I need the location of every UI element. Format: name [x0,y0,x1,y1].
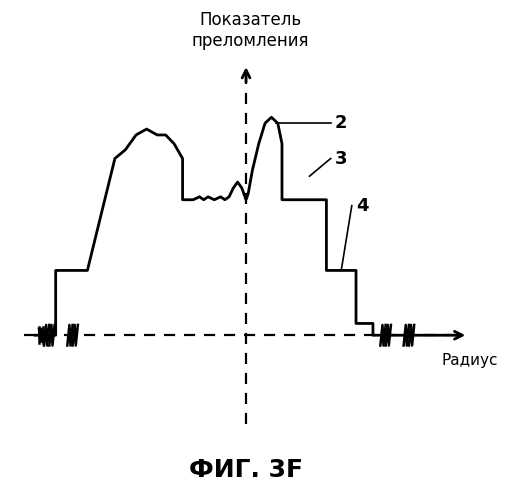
Text: 3: 3 [335,150,347,168]
Text: ФИГ. 3F: ФИГ. 3F [189,458,303,482]
Text: Радиус: Радиус [442,353,498,368]
Text: 4: 4 [356,196,369,214]
Text: 2: 2 [335,114,347,132]
Text: Показатель
преломления: Показатель преломления [191,10,309,50]
